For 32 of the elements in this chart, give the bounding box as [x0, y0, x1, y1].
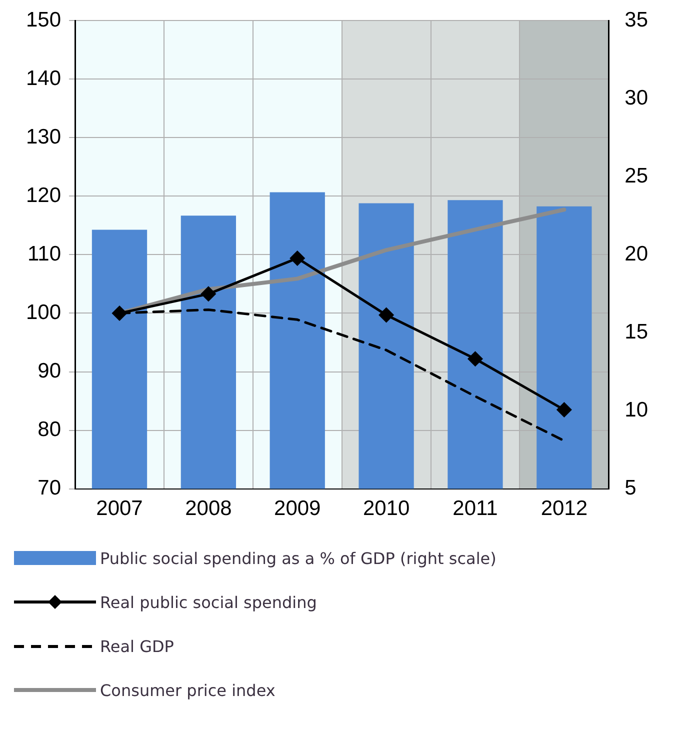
legend-label: Consumer price index: [100, 680, 276, 700]
y-tick-label: 110: [28, 242, 62, 266]
y-tick-label: 70: [38, 476, 62, 500]
y-tick-label: 80: [38, 418, 62, 442]
y2-tick-label: 20: [624, 242, 648, 266]
y-tick-label: 130: [26, 125, 62, 148]
legend-label: Real public social spending: [100, 592, 317, 612]
y-tick-label: 90: [38, 360, 62, 383]
x-tick-label: 2008: [185, 497, 232, 520]
y2-tick-label: 25: [624, 164, 648, 188]
legend-label: Real GDP: [100, 636, 174, 656]
y2-tick-label: 5: [624, 476, 636, 500]
y-tick-label: 150: [26, 8, 62, 32]
y2-tick-label: 30: [624, 86, 648, 110]
y2-tick-label: 35: [624, 8, 648, 32]
series-label: Public social spending as a % of GDP (right scale): [100, 548, 496, 568]
x-tick-label: 2011: [452, 497, 498, 520]
point: [290, 250, 305, 266]
x-tick-label: 2012: [540, 497, 588, 520]
x-tick-label: 2009: [274, 497, 321, 520]
point: [556, 402, 572, 418]
point: [379, 308, 394, 322]
point: [112, 306, 127, 320]
y2-tick-label: 15: [624, 320, 648, 344]
y-tick-label: 140: [26, 66, 62, 90]
point: [468, 352, 482, 366]
y2-tick-label: 10: [624, 398, 648, 422]
point: [201, 286, 216, 302]
x-tick-label: 2010: [362, 497, 410, 520]
x-tick-label: 2007: [96, 497, 143, 520]
y-tick-label: 120: [26, 184, 62, 207]
y-tick-label: 100: [26, 301, 62, 324]
